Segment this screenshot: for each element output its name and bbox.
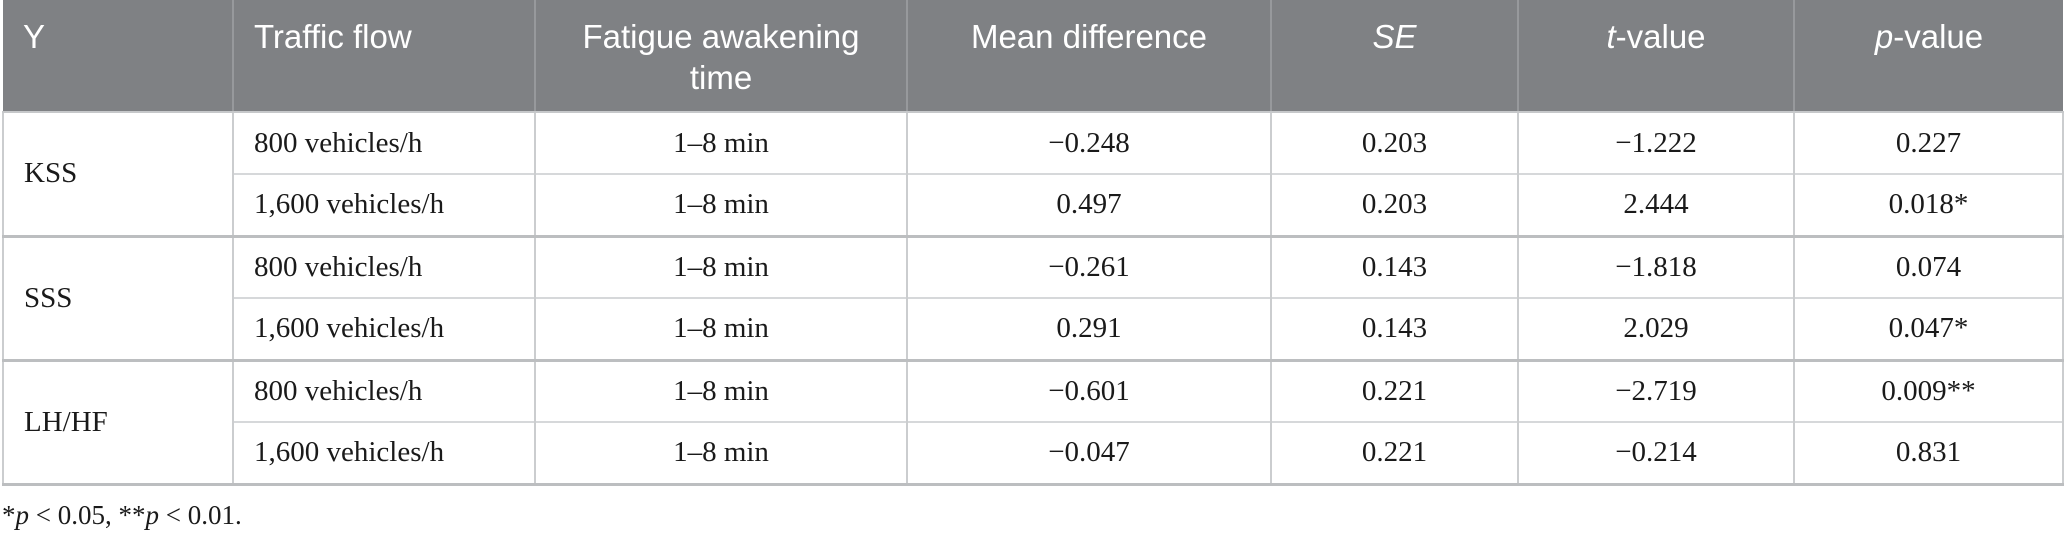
cell-fatigue-time: 1–8 min [534, 358, 908, 422]
footnote-double-star: ** [118, 499, 146, 530]
cell-traffic-flow: 800 vehicles/h [232, 111, 536, 174]
cell-p-value: 0.047* [1793, 297, 2064, 360]
y-cell-sss: SSS [2, 234, 234, 360]
col-header-mean-difference: Mean difference [907, 0, 1272, 113]
cell-fatigue-time: 1–8 min [534, 297, 908, 360]
cell-p-value: 0.831 [1793, 421, 2064, 486]
table-row: 1,600 vehicles/h 1–8 min −0.047 0.221 −0… [3, 421, 2064, 486]
cell-fatigue-time: 1–8 min [534, 421, 908, 486]
p-label: p [1874, 18, 1894, 55]
cell-fatigue-time: 1–8 min [534, 234, 908, 298]
cell-t-value: −1.818 [1517, 234, 1795, 298]
cell-t-value: −2.719 [1517, 358, 1795, 422]
se-label: SE [1372, 18, 1417, 55]
col-header-se: SE [1271, 0, 1519, 113]
cell-se: 0.221 [1270, 421, 1519, 486]
table-row: 1,600 vehicles/h 1–8 min 0.291 0.143 2.0… [3, 297, 2064, 360]
cell-se: 0.221 [1270, 358, 1519, 422]
cell-fatigue-time: 1–8 min [534, 111, 908, 174]
cell-traffic-flow: 1,600 vehicles/h [232, 421, 536, 486]
cell-traffic-flow: 1,600 vehicles/h [232, 297, 536, 360]
t-label: t [1606, 18, 1616, 55]
cell-p-value: 0.227 [1793, 111, 2064, 174]
cell-mean-difference: 0.291 [906, 297, 1272, 360]
col-header-t-value: t-value [1518, 0, 1795, 113]
footnote-threshold-2: < 0.01. [158, 499, 242, 530]
cell-mean-difference: 0.497 [906, 173, 1272, 236]
table-row: SSS 800 vehicles/h 1–8 min −0.261 0.143 … [2, 234, 2064, 360]
cell-t-value: 2.444 [1517, 173, 1795, 236]
cell-se: 0.203 [1270, 173, 1519, 236]
footnote-p-symbol: p [145, 499, 159, 530]
footnote-threshold-1: < 0.05, [29, 499, 119, 530]
col-header-fatigue-label: Fatigue awakening time [582, 18, 860, 97]
t-value-suffix: -value [1615, 18, 1706, 55]
cell-se: 0.143 [1270, 297, 1519, 360]
y-cell-lh-hf: LH/HF [2, 358, 234, 486]
header-row: Y Traffic flow Fatigue awakening time Me… [3, 0, 2063, 113]
col-header-y: Y [3, 0, 234, 113]
cell-p-value: 0.009** [1793, 358, 2064, 422]
col-header-p-value: p-value [1794, 0, 2063, 113]
cell-traffic-flow: 800 vehicles/h [232, 358, 536, 422]
p-value-suffix: -value [1893, 18, 1984, 55]
cell-mean-difference: −0.248 [906, 111, 1272, 174]
cell-mean-difference: −0.601 [906, 358, 1272, 422]
cell-fatigue-time: 1–8 min [534, 173, 908, 236]
footnote-star: * [2, 499, 16, 530]
cell-t-value: 2.029 [1517, 297, 1795, 360]
table-footnote: *p < 0.05, **p < 0.01. [2, 500, 2068, 531]
table-row: 1,600 vehicles/h 1–8 min 0.497 0.203 2.4… [3, 173, 2064, 236]
cell-traffic-flow: 1,600 vehicles/h [232, 173, 536, 236]
cell-p-value: 0.074 [1793, 234, 2064, 298]
cell-t-value: −0.214 [1517, 421, 1795, 486]
col-header-fatigue-awakening-time: Fatigue awakening time [535, 0, 908, 113]
results-table: Y Traffic flow Fatigue awakening time Me… [2, 0, 2064, 486]
cell-p-value: 0.018* [1793, 173, 2064, 236]
col-header-traffic-flow: Traffic flow [233, 0, 536, 113]
cell-se: 0.143 [1270, 234, 1519, 298]
cell-mean-difference: −0.261 [906, 234, 1272, 298]
cell-t-value: −1.222 [1517, 111, 1795, 174]
cell-traffic-flow: 800 vehicles/h [232, 234, 536, 298]
cell-se: 0.203 [1270, 111, 1519, 174]
footnote-p-symbol: p [15, 499, 30, 530]
table-row: LH/HF 800 vehicles/h 1–8 min −0.601 0.22… [2, 358, 2064, 486]
cell-mean-difference: −0.047 [906, 421, 1272, 486]
table-row: KSS 800 vehicles/h 1–8 min −0.248 0.203 … [2, 111, 2064, 236]
y-cell-kss: KSS [2, 111, 234, 236]
